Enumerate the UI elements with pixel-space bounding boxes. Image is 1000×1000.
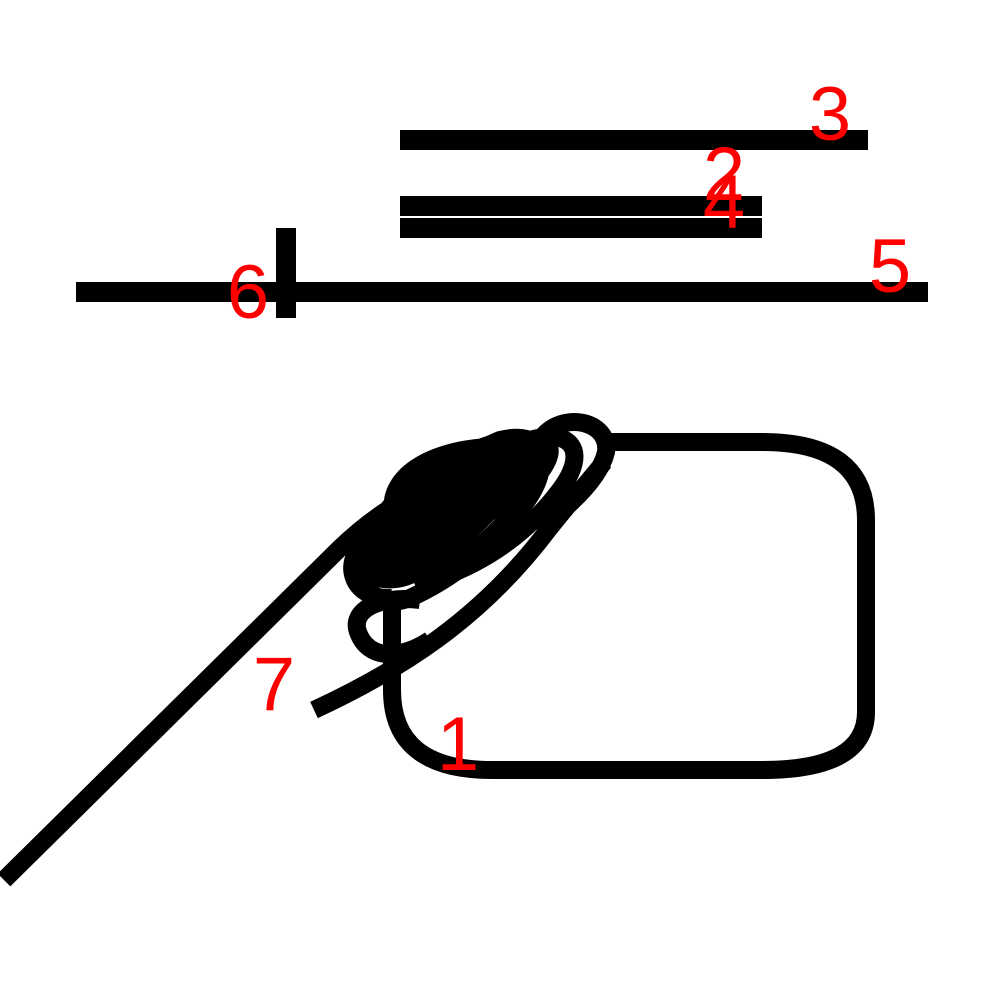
knot-core-upper (418, 431, 559, 531)
label-5: 5 (869, 224, 911, 309)
strand-7 (310, 456, 612, 719)
label-7: 7 (253, 642, 295, 727)
label-6: 6 (227, 250, 269, 335)
label-2: 2 (703, 132, 745, 217)
label-1: 1 (437, 702, 479, 787)
label-3: 3 (809, 72, 851, 157)
label-4: 4 (703, 160, 745, 245)
loop-1 (383, 433, 875, 779)
